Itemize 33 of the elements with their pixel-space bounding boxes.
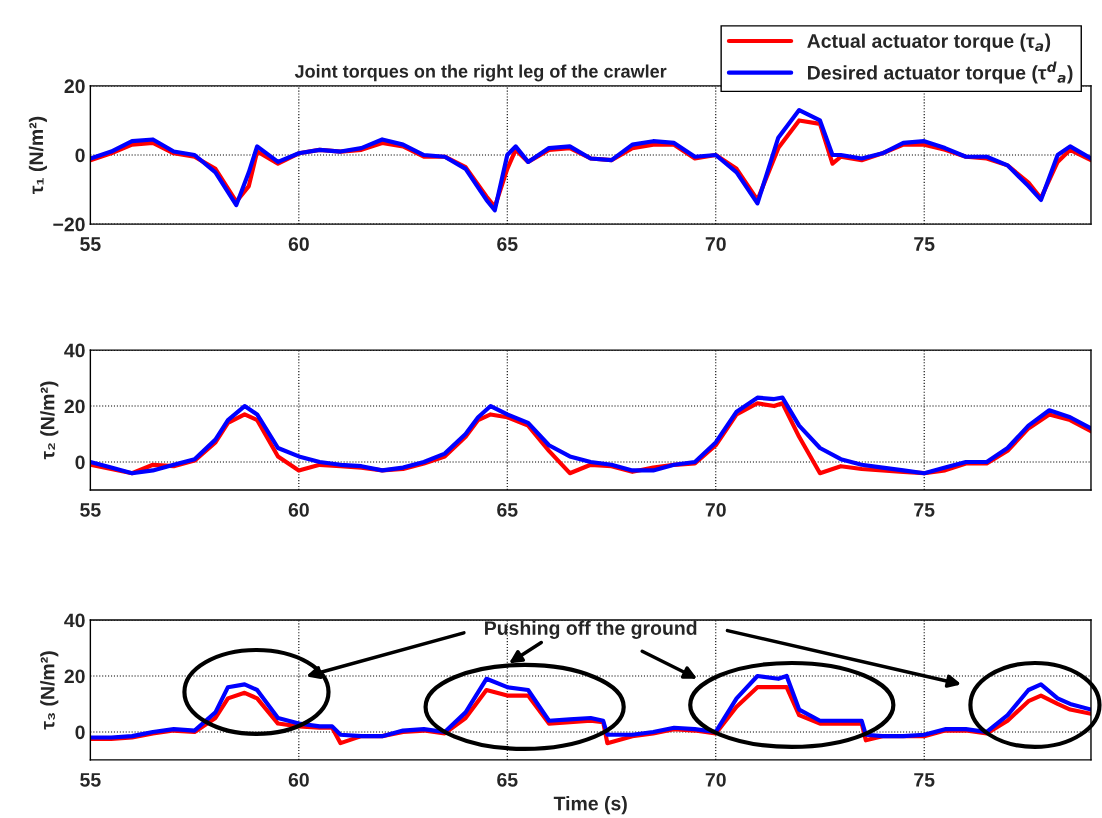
x-tick-label: 55 [80, 237, 101, 251]
x-tick-label: 70 [705, 237, 726, 251]
x-tick-label: 55 [80, 503, 101, 517]
x-axis-title: Time (s) [553, 796, 627, 815]
y-axis-title: τ₃ (N/m²) [40, 651, 59, 730]
x-tick-label: 70 [705, 772, 726, 787]
y-tick-label: 0 [75, 148, 85, 163]
x-tick-label: 65 [497, 503, 518, 517]
x-tick-label: 65 [497, 772, 518, 787]
line-series [90, 673, 1091, 740]
x-tick-label: 60 [288, 237, 309, 251]
x-tick-label: 60 [288, 503, 309, 517]
x-tick-label: 55 [80, 773, 101, 787]
x-tick-label: 65 [497, 237, 518, 251]
y-tick-label: 20 [64, 79, 85, 94]
y-tick-label: −20 [53, 217, 85, 232]
x-tick-label: 75 [914, 773, 935, 787]
legend-label: Desired actuator torque (τ$^{d}$$_{a}$) [808, 61, 1073, 84]
x-tick-label: 60 [288, 772, 309, 787]
y-tick-label: 40 [64, 343, 85, 358]
y-tick-label: 0 [75, 725, 85, 740]
y-tick-label: 40 [64, 613, 85, 628]
annotation: Pushing off the ground [485, 620, 697, 639]
x-tick-label: 75 [914, 503, 935, 517]
y-axis-title: τ₁ (N/m²) [28, 116, 47, 194]
x-tick-label: 70 [705, 503, 726, 517]
y-tick-label: 20 [64, 669, 85, 684]
y-tick-label: 20 [64, 399, 85, 414]
chart-title: Joint torques on the right leg of the crawler [294, 64, 667, 82]
y-axis-title: τ₂ (N/m²) [40, 381, 59, 460]
legend-label: Actual actuator torque (τ$_{a}$) [807, 33, 1051, 52]
y-tick-label: 0 [75, 455, 85, 470]
x-tick-label: 75 [914, 237, 935, 251]
